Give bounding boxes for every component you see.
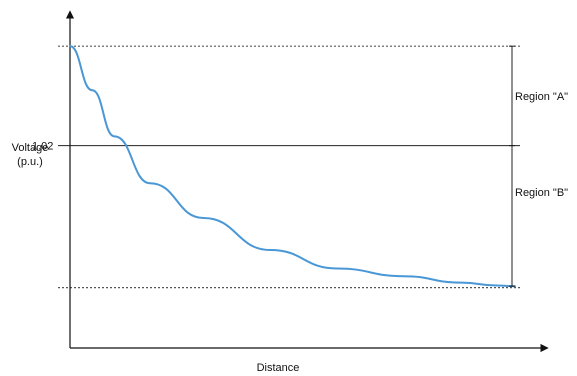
region-label-0: Region "A": [515, 91, 568, 103]
y-tick-labels: 1.02: [32, 141, 53, 153]
voltage-curve: [69, 45, 516, 288]
y-tick-label-0: 1.02: [32, 141, 53, 153]
region-label-1: Region "B": [515, 187, 568, 199]
region-annotations: Region "A" Region "B": [509, 45, 568, 287]
reference-lines: [58, 45, 520, 289]
y-axis-label-line-2: (p.u.): [17, 156, 43, 168]
y-axis-label-line-1: Voltage: [12, 142, 49, 154]
x-axis-label: Distance: [257, 362, 300, 374]
